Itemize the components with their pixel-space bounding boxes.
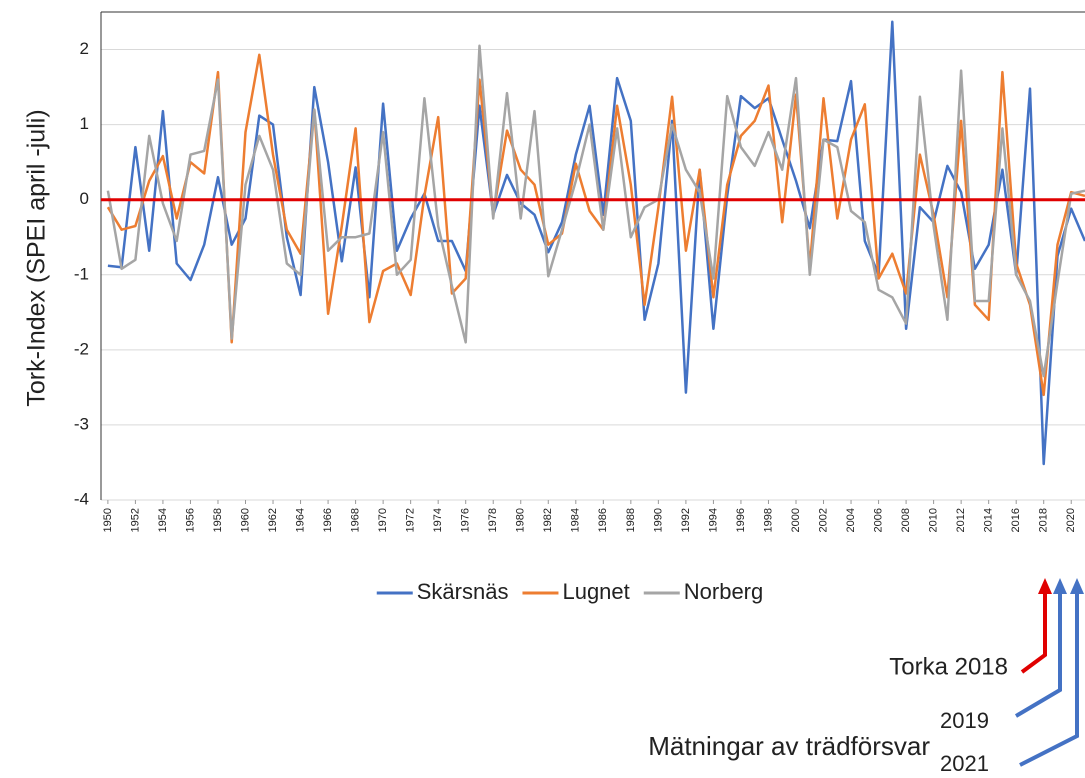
arrowhead <box>1038 578 1052 594</box>
x-tick-label: 1986 <box>597 508 609 532</box>
annotation: Torka 2018 <box>889 653 1008 680</box>
x-tick-label: 2020 <box>1065 508 1077 532</box>
legend-label: Skärsnäs <box>417 579 509 604</box>
y-tick-label: 2 <box>80 39 89 58</box>
annotation: 2021 <box>940 751 989 776</box>
x-tick-label: 1982 <box>542 508 554 532</box>
x-tick-label: 1990 <box>652 508 664 532</box>
x-tick-label: 2008 <box>900 508 912 532</box>
x-tick-label: 1970 <box>377 508 389 532</box>
arrowhead <box>1053 578 1067 594</box>
x-tick-label: 2004 <box>845 508 857 532</box>
legend-label: Norberg <box>684 579 763 604</box>
x-tick-label: 1992 <box>680 508 692 532</box>
annotation: Mätningar av trädförsvar <box>648 731 930 761</box>
legend-item: Norberg <box>643 579 763 604</box>
x-tick-label: 2018 <box>1038 508 1050 532</box>
x-tick-label: 1960 <box>239 508 251 532</box>
x-tick-label: 1974 <box>432 508 444 532</box>
x-tick-label: 1952 <box>129 508 141 532</box>
annotation: 2019 <box>940 708 989 733</box>
x-tick-label: 1980 <box>515 508 527 532</box>
x-tick-label: 2012 <box>955 508 967 532</box>
arrow <box>1019 592 1079 767</box>
x-tick-label: 1978 <box>487 508 499 532</box>
y-tick-label: 1 <box>80 114 89 133</box>
y-tick-label: -3 <box>74 414 89 433</box>
y-tick-label: -2 <box>74 339 89 358</box>
legend-item: Lugnet <box>522 579 630 604</box>
arrows <box>1014 578 1084 767</box>
x-tick-label: 2016 <box>1010 508 1022 532</box>
x-tick-label: 2010 <box>928 508 940 532</box>
x-tick-label: 1996 <box>735 508 747 532</box>
x-tick-label: 1968 <box>350 508 362 532</box>
y-tick-label: -1 <box>74 264 89 283</box>
arrow <box>1020 592 1047 674</box>
legend: Skärsnäs Lugnet Norberg <box>376 579 763 604</box>
x-tick-label: 2000 <box>790 508 802 532</box>
x-tick-label: 1998 <box>762 508 774 532</box>
x-tick-label: 1956 <box>184 508 196 532</box>
x-tick-label: 1972 <box>405 508 417 532</box>
arrowhead <box>1070 578 1084 594</box>
y-tick-label: -4 <box>74 489 89 508</box>
x-tick-label: 1958 <box>212 508 224 532</box>
x-tick-label: 1962 <box>267 508 279 532</box>
legend-label: Lugnet <box>562 579 629 604</box>
x-tick-label: 1964 <box>294 508 306 532</box>
x-tick-label: 2014 <box>983 508 995 532</box>
series-line <box>107 20 1085 466</box>
x-tick-label: 1976 <box>460 508 472 532</box>
x-tick-label: 1966 <box>322 508 334 532</box>
arrow <box>1014 592 1062 718</box>
x-tick-label: 1994 <box>707 508 719 532</box>
x-tick-label: 1950 <box>102 508 114 532</box>
x-tick-label: 2006 <box>872 508 884 532</box>
x-tick-label: 1984 <box>570 508 582 532</box>
legend-item: Skärsnäs <box>376 579 509 604</box>
series-line <box>106 53 1085 397</box>
series-line <box>106 44 1085 378</box>
x-tick-label: 2002 <box>817 508 829 532</box>
x-tick-label: 1954 <box>157 508 169 532</box>
y-tick-label: 0 <box>80 189 89 208</box>
x-tick-label: 1988 <box>625 508 637 532</box>
y-axis-title: Tork-Index (SPEI april -juli) <box>23 109 51 406</box>
